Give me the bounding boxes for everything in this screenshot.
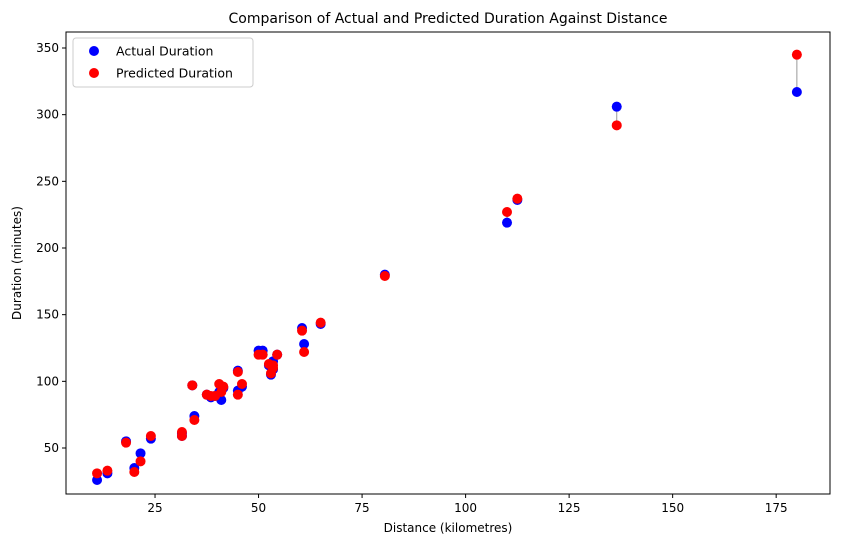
chart-title: Comparison of Actual and Predicted Durat… [229, 11, 668, 27]
predicted-point [176, 431, 187, 441]
actual-point [299, 339, 310, 349]
predicted-point [379, 271, 390, 281]
actual-point [502, 217, 513, 228]
x-tick-label: 75 [354, 501, 369, 515]
x-tick-label: 175 [765, 501, 788, 515]
y-axis-label: Duration (minutes) [10, 206, 24, 320]
predicted-point [232, 389, 243, 400]
legend-marker-actual [89, 46, 99, 56]
series-predicted-duration [92, 49, 802, 479]
legend-label-predicted: Predicted Duration [116, 66, 233, 81]
x-tick-label: 50 [251, 501, 266, 515]
predicted-point [315, 317, 326, 328]
legend-marker-predicted [89, 68, 99, 78]
predicted-point [218, 381, 229, 392]
data-points [92, 49, 802, 485]
x-tick-label: 25 [147, 501, 162, 515]
predicted-point [268, 363, 279, 373]
y-axis-ticks: 50 100 150 200 250 300 350 [36, 41, 66, 455]
predicted-point [145, 431, 156, 441]
predicted-point [232, 367, 243, 377]
predicted-point [257, 349, 268, 360]
predicted-point [102, 465, 113, 476]
predicted-point [121, 437, 132, 448]
predicted-point [512, 193, 523, 204]
legend-label-actual: Actual Duration [116, 44, 213, 59]
y-tick-label: 250 [36, 174, 59, 188]
x-tick-label: 150 [661, 501, 684, 515]
x-tick-label: 125 [558, 501, 581, 515]
predicted-point [297, 325, 308, 336]
predicted-point [299, 347, 310, 357]
legend: Actual Duration Predicted Duration [72, 37, 254, 88]
predicted-point [791, 49, 802, 60]
predicted-point [502, 207, 513, 217]
y-tick-label: 200 [36, 241, 59, 255]
actual-point [135, 448, 146, 459]
y-tick-label: 50 [44, 441, 59, 455]
predicted-point [135, 456, 146, 467]
plot-frame [65, 31, 831, 495]
x-axis-label: Distance (kilometres) [384, 521, 513, 535]
predicted-point [236, 379, 247, 389]
predicted-point [187, 380, 198, 391]
y-tick-label: 300 [36, 108, 59, 122]
x-axis-ticks: 25 50 75 100 125 150 175 [147, 494, 788, 515]
predicted-point [129, 467, 140, 477]
predicted-point [189, 415, 200, 425]
legend-box [72, 37, 254, 88]
y-tick-label: 350 [36, 41, 59, 55]
predicted-point [611, 120, 622, 131]
y-tick-label: 100 [36, 374, 59, 388]
predicted-point [92, 468, 103, 479]
y-tick-label: 150 [36, 308, 59, 322]
x-tick-label: 100 [454, 501, 477, 515]
actual-point [791, 87, 802, 97]
actual-point [611, 101, 622, 112]
predicted-point [272, 349, 283, 360]
